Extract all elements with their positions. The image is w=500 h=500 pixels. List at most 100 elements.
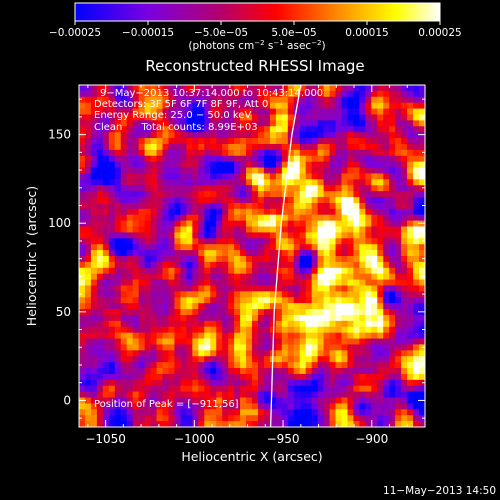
heatmap-cell <box>180 279 187 287</box>
heatmap-cell <box>150 96 158 104</box>
heatmap-cell <box>210 149 217 157</box>
heatmap-cell <box>413 256 420 263</box>
heatmap-cell <box>222 409 229 416</box>
heatmap-cell <box>204 314 211 322</box>
heatmap-cell <box>114 250 122 257</box>
heatmap-cell <box>234 96 241 104</box>
heatmap-cell <box>102 185 110 192</box>
heatmap-cell <box>126 332 134 340</box>
heatmap-cell <box>323 285 331 292</box>
heatmap-cell <box>293 155 301 163</box>
heatmap-cell <box>275 256 283 263</box>
heatmap-cell <box>120 149 128 157</box>
heatmap-cell <box>150 273 158 281</box>
heatmap-cell <box>257 179 265 186</box>
heatmap-cell <box>353 332 360 340</box>
heatmap-cell <box>383 403 390 410</box>
heatmap-cell <box>311 208 319 216</box>
heatmap-cell <box>234 344 241 351</box>
heatmap-cell <box>102 291 110 298</box>
heatmap-cell <box>96 226 104 234</box>
heatmap-cell <box>252 273 259 281</box>
heatmap-cell <box>84 220 92 228</box>
heatmap-cell <box>335 108 343 116</box>
heatmap-cell <box>383 179 390 186</box>
heatmap-cell <box>168 267 176 275</box>
heatmap-cell <box>102 397 110 405</box>
heatmap-cell <box>156 155 164 163</box>
heatmap-cell <box>234 291 241 298</box>
heatmap-cell <box>84 143 92 151</box>
heatmap-cell <box>168 344 176 351</box>
heatmap-cell <box>419 309 425 316</box>
heatmap-cell <box>383 314 390 322</box>
heatmap-cell <box>401 344 408 351</box>
heatmap-cell <box>210 344 217 351</box>
heatmap-cell <box>359 244 366 251</box>
heatmap-cell <box>192 155 199 163</box>
heatmap-cell <box>335 256 343 263</box>
heatmap-cell <box>281 397 289 405</box>
heatmap-cell <box>156 273 164 281</box>
heatmap-cell <box>150 368 158 375</box>
heatmap-cell <box>210 85 217 92</box>
heatmap-cell <box>413 197 420 204</box>
heatmap-cell <box>144 350 152 357</box>
heatmap-cell <box>383 114 390 121</box>
heatmap-cell <box>252 232 259 239</box>
heatmap-cell <box>79 320 86 328</box>
heatmap-cell <box>299 250 307 257</box>
heatmap-cell <box>353 126 360 133</box>
heatmap-cell <box>102 179 110 186</box>
heatmap-cell <box>108 132 116 139</box>
heatmap-cell <box>96 85 104 92</box>
heatmap-cell <box>216 373 223 381</box>
heatmap-cell <box>329 138 337 145</box>
heatmap-cell <box>96 415 104 422</box>
heatmap-cell <box>138 138 146 145</box>
heatmap-cell <box>395 90 402 98</box>
heatmap-cell <box>132 220 140 228</box>
heatmap-cell <box>210 279 217 287</box>
heatmap-cell <box>114 126 122 133</box>
heatmap-cell <box>228 179 235 186</box>
heatmap-cell <box>353 373 360 381</box>
heatmap-cell <box>174 379 182 387</box>
heatmap-cell <box>108 409 116 416</box>
heatmap-cell <box>240 379 247 387</box>
heatmap-cell <box>240 285 247 292</box>
heatmap-cell <box>389 356 396 363</box>
heatmap-cell <box>299 344 307 351</box>
heatmap-cell <box>347 320 355 328</box>
heatmap-cell <box>150 108 158 116</box>
heatmap-cell <box>395 202 402 210</box>
heatmap-cell <box>174 114 182 121</box>
heatmap-cell <box>120 132 128 139</box>
heatmap-cell <box>359 120 366 127</box>
heatmap-cell <box>329 155 337 163</box>
heatmap-cell <box>395 149 402 157</box>
heatmap-cell <box>257 149 265 157</box>
heatmap-cell <box>281 208 289 216</box>
heatmap-cell <box>168 220 176 228</box>
heatmap-cell <box>371 143 378 151</box>
heatmap-cell <box>371 279 378 287</box>
heatmap-cell <box>419 132 425 139</box>
heatmap-cell <box>210 238 217 245</box>
heatmap-cell <box>156 191 164 198</box>
heatmap-cell <box>329 332 337 340</box>
heatmap-cell <box>102 332 110 340</box>
heatmap-cell <box>216 338 223 346</box>
heatmap-cell <box>347 244 355 251</box>
heatmap-cell <box>263 96 271 104</box>
heatmap-cell <box>186 132 193 139</box>
heatmap-cell <box>84 214 92 222</box>
heatmap-cell <box>174 108 182 116</box>
heatmap-cell <box>365 391 372 399</box>
heatmap-cell <box>222 114 229 121</box>
heatmap-cell <box>359 108 366 116</box>
heatmap-cell <box>335 244 343 251</box>
heatmap-cell <box>317 373 325 381</box>
heatmap-cell <box>263 326 271 334</box>
heatmap-cell <box>419 385 425 393</box>
